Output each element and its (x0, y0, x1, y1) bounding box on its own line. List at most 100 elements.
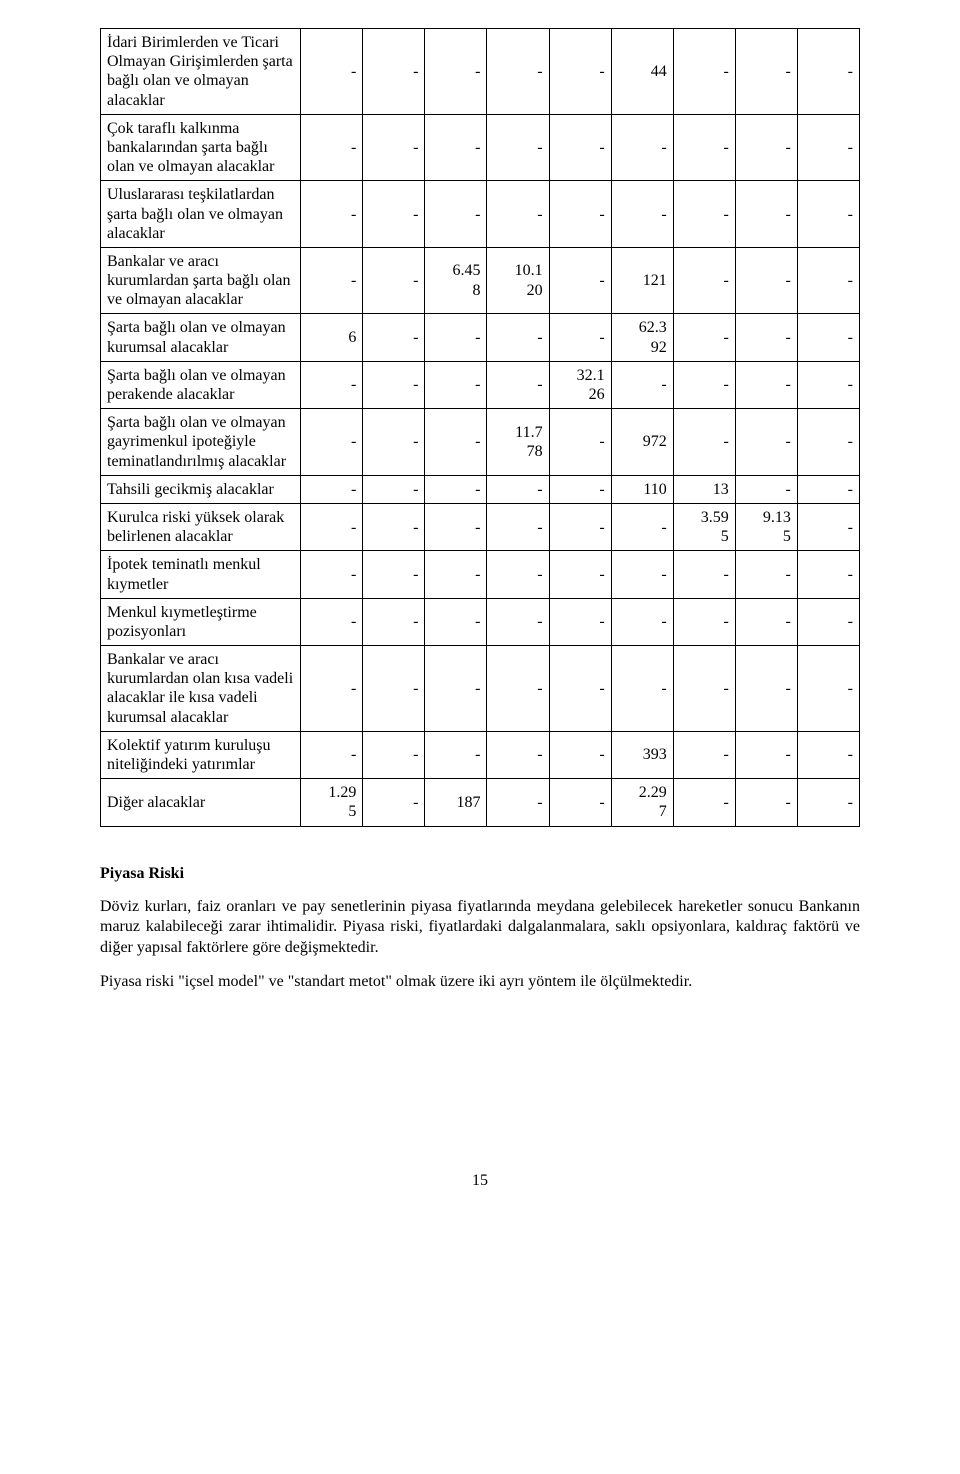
row-label: Şarta bağlı olan ve olmayan kurumsal ala… (101, 314, 301, 361)
cell-value: - (363, 779, 425, 826)
cell-value: - (611, 503, 673, 550)
cell-value: - (363, 551, 425, 598)
cell-value: - (301, 409, 363, 476)
cell-value: - (797, 29, 859, 115)
cell-value: - (735, 779, 797, 826)
cell-value: - (735, 598, 797, 645)
cell-value: - (797, 181, 859, 248)
cell-value: - (301, 247, 363, 314)
cell-value: - (487, 361, 549, 408)
cell-value: - (487, 646, 549, 732)
cell-value: - (487, 181, 549, 248)
document-page: İdari Birimlerden ve Ticari Olmayan Giri… (0, 0, 960, 1230)
cell-value: - (549, 551, 611, 598)
page-number: 15 (100, 1172, 860, 1190)
row-label: Kurulca riski yüksek olarak belirlenen a… (101, 503, 301, 550)
cell-value: - (549, 503, 611, 550)
table-row: Şarta bağlı olan ve olmayan gayrimenkul … (101, 409, 860, 476)
cell-value: - (611, 181, 673, 248)
cell-value: - (301, 29, 363, 115)
cell-value: - (735, 247, 797, 314)
cell-value: - (301, 646, 363, 732)
cell-value: - (797, 361, 859, 408)
cell-value: - (611, 646, 673, 732)
cell-value: - (301, 551, 363, 598)
cell-value: - (301, 731, 363, 778)
cell-value: - (363, 646, 425, 732)
row-label: Şarta bağlı olan ve olmayan gayrimenkul … (101, 409, 301, 476)
cell-value: - (797, 503, 859, 550)
cell-value: - (611, 598, 673, 645)
cell-value: - (425, 114, 487, 181)
cell-value: - (673, 646, 735, 732)
section-heading: Piyasa Riski (100, 865, 860, 883)
cell-value: - (673, 247, 735, 314)
risk-table: İdari Birimlerden ve Ticari Olmayan Giri… (100, 28, 860, 827)
table-row: İdari Birimlerden ve Ticari Olmayan Giri… (101, 29, 860, 115)
cell-value: - (363, 181, 425, 248)
cell-value: - (301, 475, 363, 503)
cell-value: - (735, 475, 797, 503)
cell-value: - (487, 598, 549, 645)
cell-value: - (425, 181, 487, 248)
row-label: Bankalar ve aracı kurumlardan olan kısa … (101, 646, 301, 732)
cell-value: 9.135 (735, 503, 797, 550)
cell-value: 393 (611, 731, 673, 778)
cell-value: - (301, 181, 363, 248)
cell-value: - (425, 598, 487, 645)
cell-value: - (549, 114, 611, 181)
cell-value: - (301, 503, 363, 550)
table-row: Kurulca riski yüksek olarak belirlenen a… (101, 503, 860, 550)
row-label: Şarta bağlı olan ve olmayan perakende al… (101, 361, 301, 408)
cell-value: - (301, 598, 363, 645)
cell-value: - (797, 731, 859, 778)
cell-value: - (363, 247, 425, 314)
cell-value: - (425, 361, 487, 408)
cell-value: - (549, 779, 611, 826)
cell-value: - (735, 29, 797, 115)
cell-value: - (735, 646, 797, 732)
row-label: Tahsili gecikmiş alacaklar (101, 475, 301, 503)
cell-value: - (301, 114, 363, 181)
cell-value: - (549, 731, 611, 778)
cell-value: - (673, 779, 735, 826)
cell-value: - (425, 646, 487, 732)
cell-value: - (611, 114, 673, 181)
cell-value: 44 (611, 29, 673, 115)
cell-value: - (797, 475, 859, 503)
cell-value: - (487, 551, 549, 598)
row-label: Menkul kıymetleştirme pozisyonları (101, 598, 301, 645)
cell-value: - (797, 314, 859, 361)
cell-value: - (487, 475, 549, 503)
row-label: İdari Birimlerden ve Ticari Olmayan Giri… (101, 29, 301, 115)
cell-value: - (549, 314, 611, 361)
table-row: Şarta bağlı olan ve olmayan perakende al… (101, 361, 860, 408)
cell-value: - (611, 551, 673, 598)
table-row: Bankalar ve aracı kurumlardan şarta bağl… (101, 247, 860, 314)
cell-value: 2.297 (611, 779, 673, 826)
cell-value: - (735, 314, 797, 361)
cell-value: - (673, 29, 735, 115)
cell-value: - (487, 314, 549, 361)
cell-value: - (735, 731, 797, 778)
cell-value: - (487, 779, 549, 826)
cell-value: 187 (425, 779, 487, 826)
cell-value: - (487, 29, 549, 115)
cell-value: - (797, 551, 859, 598)
cell-value: - (735, 551, 797, 598)
paragraph-2: Piyasa riski "içsel model" ve "standart … (100, 972, 860, 992)
cell-value: - (363, 503, 425, 550)
cell-value: - (797, 779, 859, 826)
cell-value: 10.120 (487, 247, 549, 314)
cell-value: - (549, 598, 611, 645)
cell-value: - (363, 29, 425, 115)
cell-value: - (797, 247, 859, 314)
cell-value: 62.392 (611, 314, 673, 361)
cell-value: - (673, 731, 735, 778)
cell-value: - (549, 475, 611, 503)
cell-value: - (425, 731, 487, 778)
table-row: Şarta bağlı olan ve olmayan kurumsal ala… (101, 314, 860, 361)
cell-value: - (673, 181, 735, 248)
cell-value: - (673, 551, 735, 598)
row-label: Bankalar ve aracı kurumlardan şarta bağl… (101, 247, 301, 314)
